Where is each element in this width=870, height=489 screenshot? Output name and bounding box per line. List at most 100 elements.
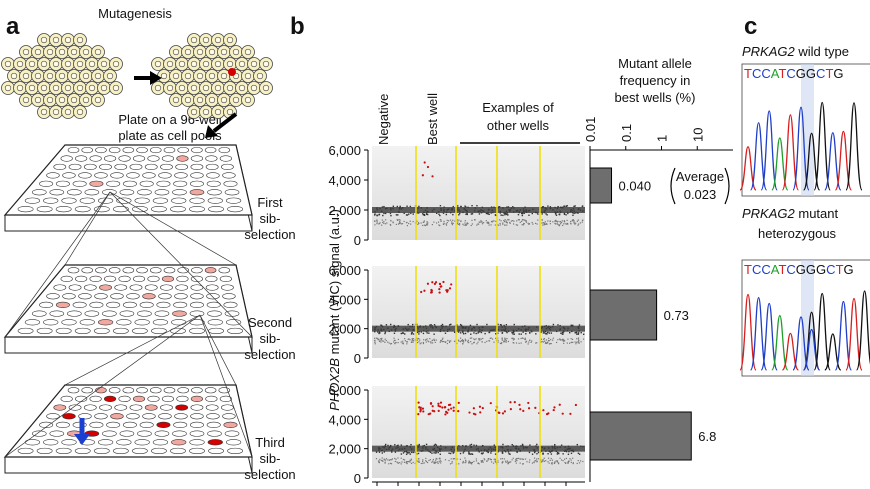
x-tick-label: 0.1: [619, 124, 634, 142]
droplet: [419, 343, 421, 345]
droplet: [385, 339, 387, 342]
droplet: [459, 212, 461, 215]
well: [163, 146, 176, 154]
droplet: [443, 340, 445, 343]
positive-droplet: [472, 412, 476, 415]
base: G: [796, 262, 806, 277]
droplet: [471, 213, 474, 215]
droplet: [528, 223, 531, 225]
droplet: [513, 323, 515, 326]
well: [83, 404, 97, 411]
droplet: [513, 220, 515, 222]
droplet: [576, 462, 578, 465]
droplet: [556, 453, 559, 455]
cell-nucleus: [52, 60, 60, 68]
droplet: [426, 461, 429, 464]
positive-droplet: [430, 288, 433, 292]
positive-droplet: [449, 403, 452, 406]
well: [49, 310, 65, 317]
cell-nucleus: [250, 60, 258, 68]
droplet: [404, 333, 406, 335]
droplet: [577, 219, 579, 221]
droplet: [573, 220, 575, 222]
droplet: [468, 460, 470, 462]
droplet: [435, 457, 437, 460]
droplet: [470, 333, 472, 335]
positive-droplet: [431, 409, 434, 412]
droplet: [543, 457, 545, 459]
droplet: [459, 452, 462, 455]
droplet: [544, 221, 546, 223]
well: [132, 155, 146, 162]
well: [149, 267, 162, 274]
cell-nucleus: [82, 48, 90, 56]
well: [74, 327, 91, 335]
well: [173, 301, 188, 309]
droplet: [408, 222, 410, 225]
droplet: [471, 343, 473, 345]
droplet: [520, 220, 523, 222]
droplet: [431, 461, 433, 463]
droplet: [529, 444, 531, 446]
droplet: [560, 444, 563, 446]
droplet: [418, 461, 420, 463]
well: [53, 284, 67, 291]
droplet: [397, 338, 400, 341]
droplet: [412, 340, 415, 342]
well: [204, 267, 217, 274]
droplet: [509, 453, 511, 455]
droplet: [581, 221, 583, 223]
droplet: [521, 219, 524, 221]
droplet: [382, 460, 384, 462]
positive-droplet: [450, 283, 453, 286]
droplet: [406, 462, 408, 465]
droplet: [407, 452, 409, 454]
droplet: [395, 458, 397, 460]
droplet: [433, 444, 436, 446]
y-tick-label: 2,000: [328, 203, 361, 218]
droplet: [567, 223, 569, 225]
droplet: [482, 337, 484, 340]
droplet: [521, 458, 524, 460]
droplet: [459, 340, 462, 343]
droplet: [549, 206, 552, 208]
well: [114, 163, 128, 171]
droplet: [402, 340, 404, 342]
droplet: [390, 444, 392, 447]
well: [122, 146, 135, 154]
droplet: [506, 222, 508, 224]
droplet: [446, 221, 448, 224]
step-label: First: [257, 195, 283, 210]
droplet: [379, 340, 381, 342]
well: [129, 284, 143, 291]
panel-label: b: [290, 13, 305, 40]
droplet: [387, 341, 389, 343]
droplet: [574, 205, 576, 207]
cell-nucleus: [34, 96, 42, 104]
cell-nucleus: [214, 84, 222, 92]
droplet: [420, 222, 422, 224]
well: [208, 327, 224, 335]
sequence: TCCATCGGGCTG: [744, 262, 854, 277]
droplet: [382, 214, 384, 217]
droplet: [478, 463, 480, 465]
gene-name: PRKAG2: [742, 206, 796, 221]
bar: [589, 289, 658, 341]
positive-droplet: [431, 405, 434, 408]
droplet: [406, 205, 408, 207]
droplet: [479, 338, 481, 340]
base: T: [778, 66, 786, 81]
droplet: [422, 460, 424, 462]
positive-droplet: [452, 409, 455, 412]
droplet: [521, 224, 523, 226]
droplet: [570, 459, 572, 461]
droplet: [482, 452, 484, 454]
y-tick-label: 4,000: [328, 292, 361, 307]
droplet: [562, 453, 564, 455]
droplet: [405, 453, 408, 456]
droplet: [374, 341, 376, 344]
droplet: [405, 462, 407, 464]
droplet: [523, 222, 525, 225]
droplet: [430, 342, 432, 344]
droplet: [501, 338, 503, 340]
